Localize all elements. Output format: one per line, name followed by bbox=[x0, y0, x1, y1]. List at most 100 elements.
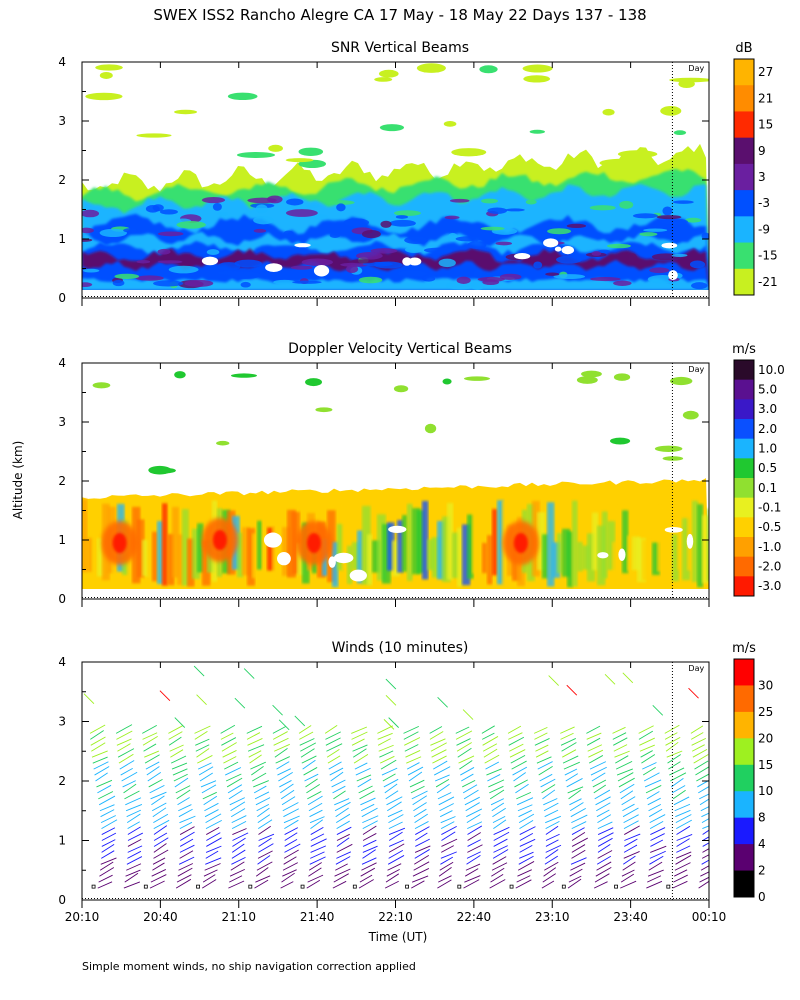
wind-barb bbox=[537, 761, 553, 770]
wind-barb bbox=[152, 862, 165, 871]
snr-texture bbox=[591, 251, 602, 256]
wind-barb bbox=[331, 779, 346, 788]
wind-barb bbox=[96, 779, 113, 788]
wind-barb bbox=[283, 856, 297, 865]
wind-barb bbox=[620, 880, 637, 889]
wind-barb bbox=[284, 843, 301, 853]
doppler-column bbox=[612, 541, 620, 586]
doppler-column bbox=[602, 511, 608, 579]
wind-barb bbox=[95, 772, 108, 782]
wind-barb bbox=[91, 750, 108, 758]
dop-ytick-label: 3 bbox=[58, 415, 66, 429]
wind-barb bbox=[231, 849, 246, 859]
doppler-column bbox=[187, 538, 195, 587]
wind-barb bbox=[359, 874, 373, 883]
wind-barb bbox=[202, 874, 216, 883]
doppler-column bbox=[457, 527, 463, 587]
wind-barb bbox=[381, 767, 398, 776]
wind-barb bbox=[152, 807, 167, 818]
wind-barb bbox=[568, 789, 582, 800]
snr-patch bbox=[227, 92, 258, 101]
dop-ytick-label: 2 bbox=[58, 474, 66, 488]
doppler-column bbox=[392, 540, 400, 577]
doppler-column bbox=[347, 545, 353, 584]
wind-barb bbox=[232, 837, 246, 847]
wind-barb bbox=[590, 766, 607, 776]
dop-colorbar-label: 2.0 bbox=[758, 422, 777, 436]
snr-texture bbox=[329, 232, 341, 238]
wind-barb bbox=[598, 832, 614, 841]
doppler-column bbox=[492, 509, 498, 576]
wind-barb bbox=[596, 855, 612, 865]
wind-barb bbox=[516, 797, 534, 806]
wind-barb bbox=[387, 855, 405, 865]
wind-barb bbox=[258, 825, 271, 835]
snr-colorbar-swatch bbox=[734, 111, 754, 139]
doppler-column bbox=[682, 518, 691, 581]
doppler-column bbox=[482, 542, 488, 574]
snr-texture bbox=[661, 218, 688, 225]
snr-texture bbox=[467, 241, 487, 249]
wind-barb bbox=[542, 789, 556, 800]
wind-barb bbox=[560, 726, 575, 734]
wind-barb bbox=[464, 868, 479, 877]
wind-barb bbox=[356, 774, 372, 782]
wind-barb bbox=[414, 813, 428, 824]
wind-barb bbox=[172, 768, 188, 776]
wind-barb bbox=[377, 738, 391, 746]
wind-colorbar-swatch bbox=[734, 791, 754, 819]
wind-colorbar-frame bbox=[733, 658, 755, 898]
wind-barb bbox=[406, 762, 420, 770]
doppler-column bbox=[137, 519, 145, 578]
wind-barb-upper bbox=[385, 678, 397, 690]
snr-texture bbox=[470, 281, 485, 291]
wind-barb bbox=[127, 821, 140, 829]
wind-barb bbox=[564, 768, 578, 776]
wind-barb bbox=[466, 851, 481, 859]
wind-barb bbox=[543, 802, 559, 812]
snr-texture bbox=[283, 230, 294, 238]
wind-barb bbox=[123, 783, 137, 794]
snr-patch bbox=[378, 69, 399, 78]
wind-barb bbox=[612, 732, 627, 740]
snr-texture bbox=[423, 247, 453, 253]
wind-barb bbox=[362, 815, 379, 824]
snr-patch bbox=[522, 64, 553, 73]
wind-barb bbox=[414, 849, 430, 859]
wind-barb bbox=[492, 807, 506, 818]
doppler-ground-gap bbox=[82, 589, 709, 599]
wind-barb bbox=[310, 833, 325, 841]
wind-barb bbox=[126, 863, 142, 871]
wind-barb bbox=[361, 857, 377, 865]
doppler-patch bbox=[154, 467, 176, 474]
doppler-column bbox=[462, 524, 471, 586]
snr-texture bbox=[157, 260, 183, 264]
wind-barb bbox=[415, 832, 428, 841]
snr-texture bbox=[671, 253, 688, 257]
x-tick-label: 22:40 bbox=[457, 910, 492, 924]
wind-barb bbox=[359, 790, 375, 800]
doppler-column bbox=[172, 506, 180, 578]
wind-barb bbox=[544, 861, 559, 871]
snr-texture bbox=[152, 280, 184, 287]
wind-barb bbox=[509, 749, 526, 758]
doppler-panel: Doppler Velocity Vertical Beams 0 1 2 3 4 Day… bbox=[58, 341, 785, 607]
wind-barb bbox=[336, 820, 350, 829]
wind-barb bbox=[247, 738, 263, 746]
wind-barb bbox=[221, 742, 237, 752]
wind-barb bbox=[253, 780, 269, 788]
doppler-column bbox=[362, 505, 371, 585]
wind-barb bbox=[675, 814, 692, 824]
wind-barb bbox=[484, 754, 500, 764]
wind-barb bbox=[672, 789, 686, 800]
wind-barb bbox=[437, 792, 452, 800]
wind-barb bbox=[485, 761, 500, 770]
wind-barb bbox=[403, 725, 420, 734]
winds-title: Winds (10 minutes) bbox=[332, 640, 469, 656]
snr-patch bbox=[660, 106, 682, 116]
wind-barb bbox=[619, 783, 635, 794]
wind-barb bbox=[101, 827, 116, 835]
doppler-gap bbox=[328, 556, 336, 568]
wind-ytick-label: 0 bbox=[58, 893, 66, 907]
wind-barb bbox=[336, 833, 350, 841]
